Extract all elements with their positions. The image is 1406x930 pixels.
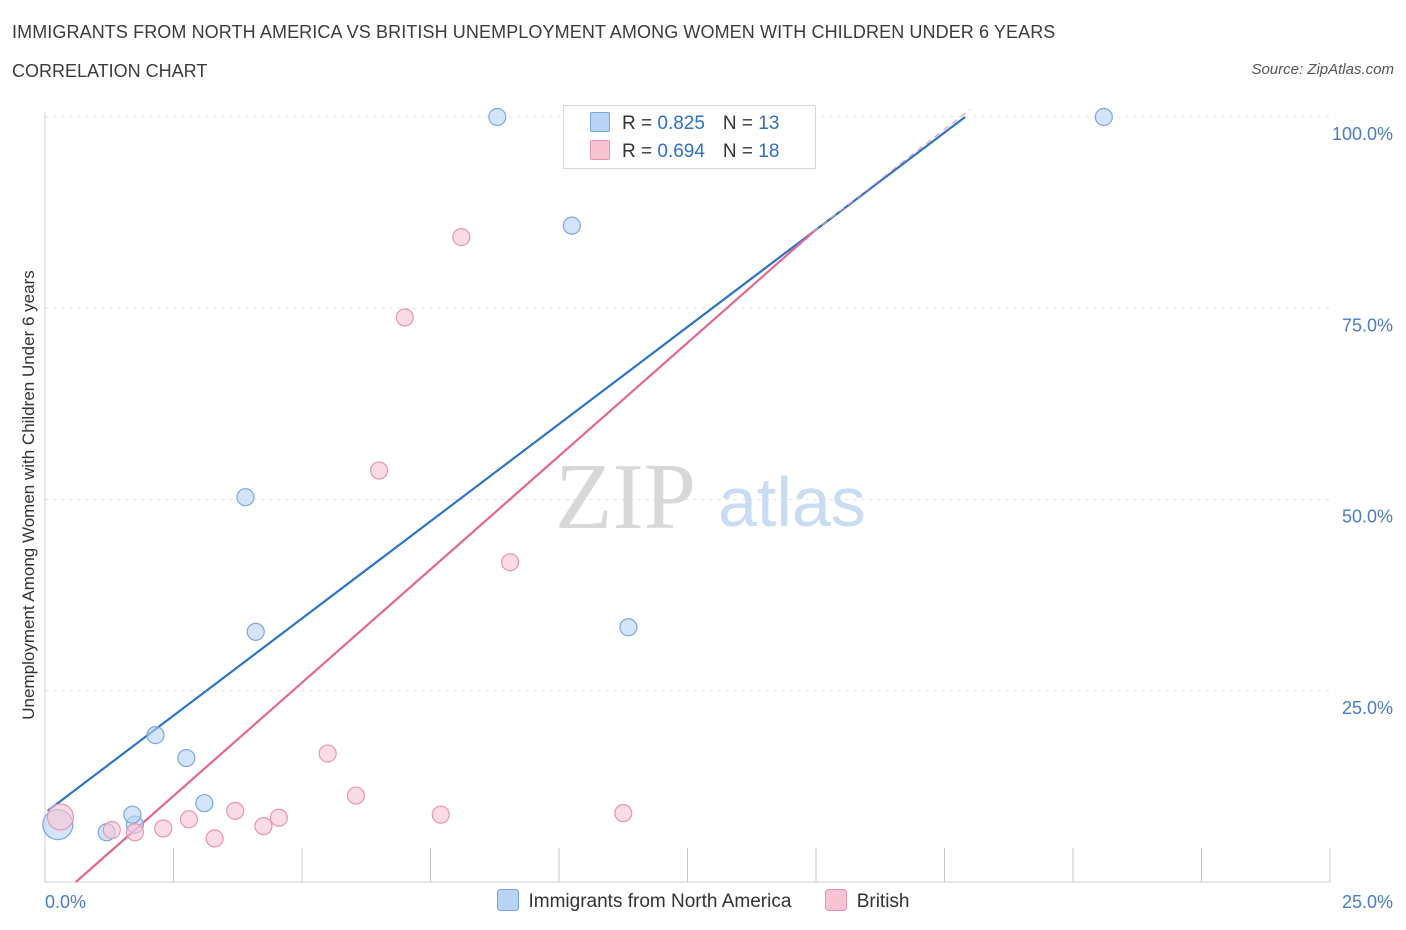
trendline-british [75, 230, 815, 883]
series-legend-label: British [856, 891, 910, 912]
point-immigrants [123, 805, 142, 824]
point-british [395, 308, 414, 327]
point-immigrants [1094, 107, 1113, 127]
point-british [179, 810, 199, 829]
point-immigrants [488, 107, 507, 127]
legend-n-label: N = [722, 141, 759, 162]
point-immigrants [146, 726, 165, 745]
point-british [125, 823, 145, 842]
point-british [254, 817, 273, 836]
x-tick-label: 25.0% [1342, 892, 1393, 912]
y-axis-title: Unemployment Among Women with Children U… [19, 270, 38, 719]
correlation-legend: R = 0.825 N = 13 R = 0.694 N = 18 [563, 105, 816, 169]
watermark-atlas: atlas [718, 463, 866, 541]
series-legend-immigrants[interactable]: Immigrants from North America [496, 889, 792, 913]
point-immigrants [562, 216, 581, 235]
point-british [154, 819, 173, 838]
tick-labels: 25.0% 50.0% 75.0% 100.0% 0.0% 25.0% [45, 124, 1393, 912]
legend-n-value: 13 [758, 113, 780, 134]
legend-r-value: 0.825 [657, 113, 705, 134]
series-swatch-blue-icon [496, 889, 519, 911]
legend-row-british: R = 0.694 N = 18 [590, 140, 779, 163]
point-british [452, 228, 471, 247]
series-legend-british[interactable]: British [824, 889, 910, 913]
legend-n-value: 18 [758, 141, 780, 162]
y-tick-label: 75.0% [1342, 315, 1393, 335]
chart-subtitle: CORRELATION CHART [12, 61, 208, 81]
chart-title: IMMIGRANTS FROM NORTH AMERICA VS BRITISH… [12, 22, 1056, 42]
point-immigrants [195, 794, 214, 813]
legend-r-label: R = [622, 113, 658, 134]
legend-r-value: 0.694 [657, 141, 705, 162]
x-tick-label: 0.0% [45, 892, 86, 912]
point-british [501, 553, 520, 572]
point-british [226, 801, 245, 820]
point-british [102, 820, 121, 840]
source-label: Source: ZipAtlas.com [1251, 61, 1394, 78]
axes [44, 112, 1331, 883]
series-swatch-pink-icon [824, 889, 847, 911]
point-british [318, 744, 337, 763]
legend-n-label: N = [722, 113, 759, 134]
series-legend-label: Immigrants from North America [528, 891, 792, 912]
point-british [614, 804, 633, 823]
legend-r-label: R = [622, 141, 658, 162]
y-tick-label: 50.0% [1342, 507, 1393, 527]
point-british [346, 786, 366, 805]
point-immigrants [236, 488, 255, 507]
trend-lines [46, 108, 971, 883]
point-british [205, 829, 224, 848]
legend-swatch-blue-icon [590, 112, 610, 132]
point-immigrants [619, 618, 638, 637]
watermark: ZIP atlas [555, 445, 866, 549]
point-british [370, 461, 389, 480]
point-british [46, 803, 75, 831]
y-tick-label: 25.0% [1342, 698, 1393, 718]
point-immigrants [177, 748, 196, 768]
point-british [431, 805, 450, 824]
watermark-zip: ZIP [555, 445, 696, 549]
series-legend: Immigrants from North America British [0, 889, 1406, 913]
legend-swatch-pink-icon [590, 140, 610, 160]
legend-row-immigrants: R = 0.825 N = 13 [590, 112, 779, 135]
trendline-british-extension [813, 108, 971, 233]
point-immigrants [246, 622, 265, 641]
point-british [269, 808, 288, 827]
y-tick-label: 100.0% [1332, 124, 1393, 144]
grid-lines [45, 116, 1330, 692]
